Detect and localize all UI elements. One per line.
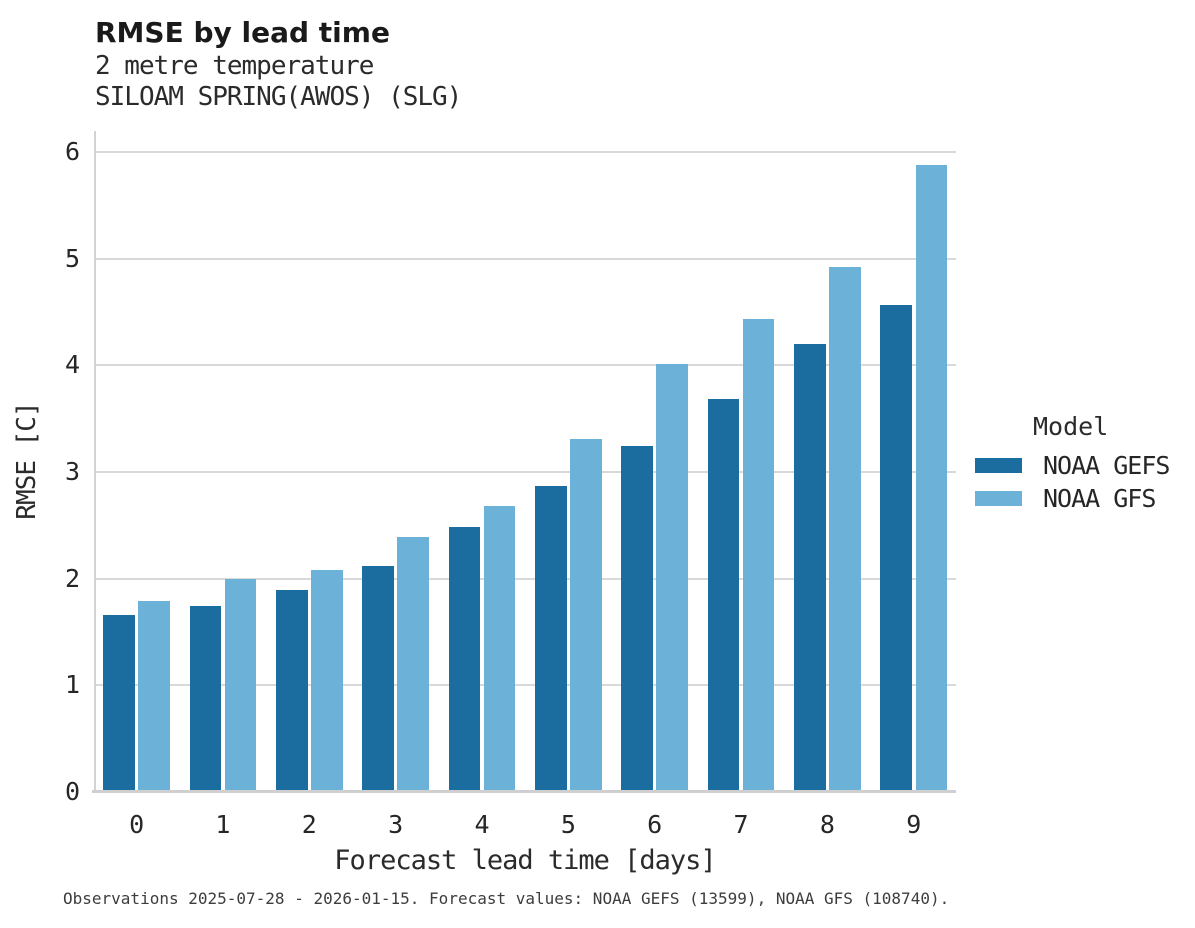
y-tick-label-6: 6: [64, 136, 80, 166]
y-tick-label-3: 3: [64, 456, 80, 486]
chart-subtitle-station: SILOAM SPRING(AWOS) (SLG): [95, 82, 462, 112]
x-tick-label-9: 9: [906, 810, 922, 839]
legend-label-noaa-gefs: NOAA GEFS: [1043, 451, 1170, 480]
x-tick-label-8: 8: [819, 810, 835, 839]
gridline-y-6: [94, 150, 956, 153]
x-tick-label-7: 7: [733, 810, 749, 839]
bar-noaa-gefs-day-7: [707, 399, 740, 792]
bar-noaa-gfs-day-8: [829, 267, 861, 792]
x-axis-line: [92, 790, 956, 793]
bars-layer: [94, 131, 956, 792]
x-tick-label-4: 4: [474, 810, 490, 839]
legend-label-noaa-gfs: NOAA GFS: [1043, 484, 1156, 513]
bar-noaa-gefs-day-1: [189, 606, 222, 792]
bar-noaa-gfs-day-6: [656, 364, 689, 792]
x-tick-label-1: 1: [215, 810, 231, 839]
bar-noaa-gfs-day-5: [570, 438, 602, 792]
bar-noaa-gfs-day-7: [742, 319, 775, 792]
y-tick-label-0: 0: [64, 777, 80, 806]
legend-items: NOAA GEFS NOAA GFS: [975, 449, 1190, 515]
x-axis-title: Forecast lead time [days]: [334, 845, 716, 876]
y-tick-label-5: 5: [64, 243, 80, 273]
gridline-y-5: [94, 257, 956, 260]
y-axis-title: RMSE [C]: [12, 402, 42, 520]
bar-noaa-gfs-day-9: [915, 164, 948, 792]
legend-item-noaa-gefs: NOAA GEFS: [975, 449, 1190, 482]
plot-area: [92, 131, 956, 793]
x-tick-label-3: 3: [388, 810, 404, 839]
bar-noaa-gfs-day-4: [483, 506, 516, 792]
bar-noaa-gefs-day-4: [448, 527, 481, 792]
bar-noaa-gfs-day-2: [311, 570, 343, 792]
x-tick-label-6: 6: [647, 810, 663, 839]
caption: Observations 2025-07-28 - 2026-01-15. Fo…: [63, 889, 950, 908]
gridline-y-4: [94, 364, 956, 367]
chart-subtitle-variable: 2 metre temperature: [95, 51, 374, 81]
legend-item-noaa-gfs: NOAA GFS: [975, 482, 1190, 515]
legend-swatch-noaa-gfs: [975, 491, 1022, 506]
bar-noaa-gfs-day-0: [138, 601, 170, 792]
bar-noaa-gfs-day-1: [224, 578, 257, 792]
x-tick-label-0: 0: [129, 810, 145, 839]
x-tick-label-5: 5: [560, 810, 576, 839]
legend: Model NOAA GEFS NOAA GFS: [975, 412, 1190, 515]
y-tick-label-1: 1: [64, 670, 80, 700]
gridline-y-3: [94, 470, 956, 473]
y-tick-label-2: 2: [64, 563, 80, 593]
legend-swatch-noaa-gefs: [975, 458, 1022, 473]
legend-title: Model: [1033, 412, 1109, 441]
bar-noaa-gefs-day-6: [621, 446, 653, 792]
x-tick-label-2: 2: [301, 810, 317, 839]
bar-noaa-gfs-day-3: [397, 537, 429, 792]
gridline-y-1: [94, 684, 956, 687]
bar-noaa-gefs-day-8: [794, 344, 826, 792]
bar-noaa-gefs-day-2: [275, 590, 308, 792]
bar-noaa-gefs-day-5: [535, 485, 567, 792]
bar-noaa-gefs-day-0: [103, 614, 135, 792]
y-tick-label-4: 4: [64, 350, 80, 380]
gridline-y-2: [94, 577, 956, 580]
bar-noaa-gefs-day-3: [362, 565, 394, 792]
chart-title: RMSE by lead time: [95, 16, 390, 49]
bar-noaa-gefs-day-9: [880, 304, 912, 792]
y-axis-spine: [94, 131, 96, 792]
